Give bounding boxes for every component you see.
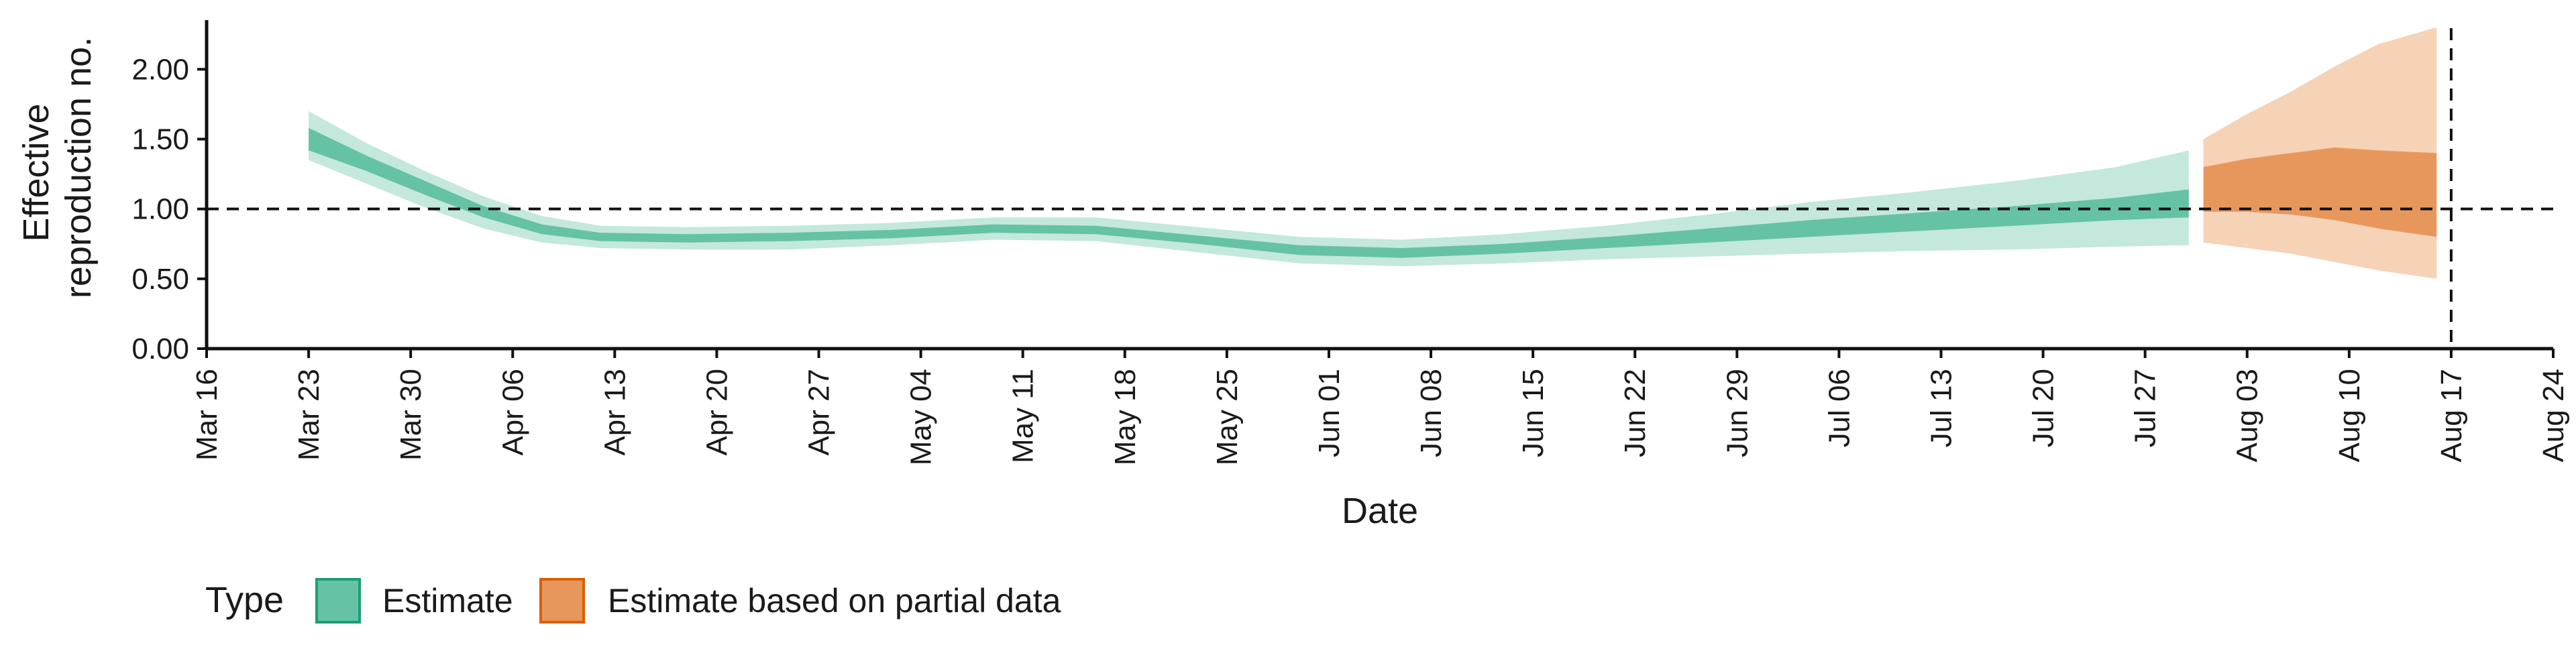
- legend-swatch-estimate: [315, 578, 361, 624]
- x-tick-label: Jul 13: [1925, 369, 1958, 447]
- x-tick-label: Aug 10: [2333, 369, 2366, 462]
- y-tick-label: 2.00: [131, 53, 189, 86]
- x-tick-label: Jul 20: [2027, 369, 2060, 447]
- y-ticks: 0.00 0.50 1.00 1.50 2.00: [131, 53, 207, 365]
- x-tick-label: May 18: [1109, 369, 1142, 465]
- bands-layer: [309, 27, 2437, 279]
- x-tick-label: Jun 01: [1313, 369, 1346, 457]
- x-tick-label: Aug 24: [2537, 369, 2570, 462]
- x-tick-label: Jun 29: [1721, 369, 1754, 457]
- x-tick-label: Jun 22: [1619, 369, 1652, 457]
- x-tick-label: Mar 23: [292, 369, 325, 461]
- legend-title: Type: [205, 580, 284, 620]
- y-tick-label: 1.50: [131, 123, 189, 156]
- reference-lines: [207, 28, 2553, 349]
- x-tick-label: Mar 16: [191, 369, 223, 461]
- x-tick-label: Aug 17: [2435, 369, 2468, 462]
- y-tick-label: 1.00: [131, 193, 189, 226]
- y-tick-label: 0.00: [131, 333, 189, 365]
- band-50-estimate-based-on-partial-data: [2203, 148, 2437, 237]
- x-tick-label: Apr 06: [496, 369, 529, 456]
- x-tick-label: May 11: [1007, 369, 1040, 463]
- x-tick-label: Apr 27: [803, 369, 836, 456]
- x-tick-label: Apr 13: [598, 369, 631, 456]
- band-90-estimate: [309, 111, 2189, 267]
- x-tick-label: Jun 15: [1517, 369, 1550, 457]
- legend-swatch-partial: [539, 578, 585, 624]
- x-tick-label: May 04: [905, 369, 938, 465]
- y-axis-title-line-2: reproduction no.: [58, 37, 99, 298]
- x-tick-label: Mar 30: [394, 369, 427, 461]
- legend-label-estimate: Estimate: [382, 582, 513, 620]
- legend: Type Estimate Estimate based on partial …: [205, 578, 1061, 624]
- x-axis-title: Date: [1342, 491, 1418, 531]
- x-ticks: Mar 16 Mar 23 Mar 30 Apr 06 Apr 13 Apr 20 Apr …: [191, 349, 2570, 465]
- x-tick-label: Apr 20: [700, 369, 733, 456]
- x-tick-label: Jul 06: [1823, 369, 1856, 447]
- x-tick-label: Jun 08: [1415, 369, 1448, 457]
- x-tick-label: Jul 27: [2129, 369, 2162, 447]
- y-tick-label: 0.50: [131, 263, 189, 296]
- axes-layer: 0.00 0.50 1.00 1.50 2.00 Mar 16 Mar 23 Mar 30 A…: [131, 20, 2570, 465]
- y-axis-title: Effective reproduction no.: [16, 37, 99, 298]
- x-tick-label: Aug 03: [2231, 369, 2264, 462]
- x-tick-label: May 25: [1211, 369, 1244, 465]
- y-axis-title-line-1: Effective: [16, 103, 56, 241]
- legend-label-partial: Estimate based on partial data: [608, 582, 1061, 620]
